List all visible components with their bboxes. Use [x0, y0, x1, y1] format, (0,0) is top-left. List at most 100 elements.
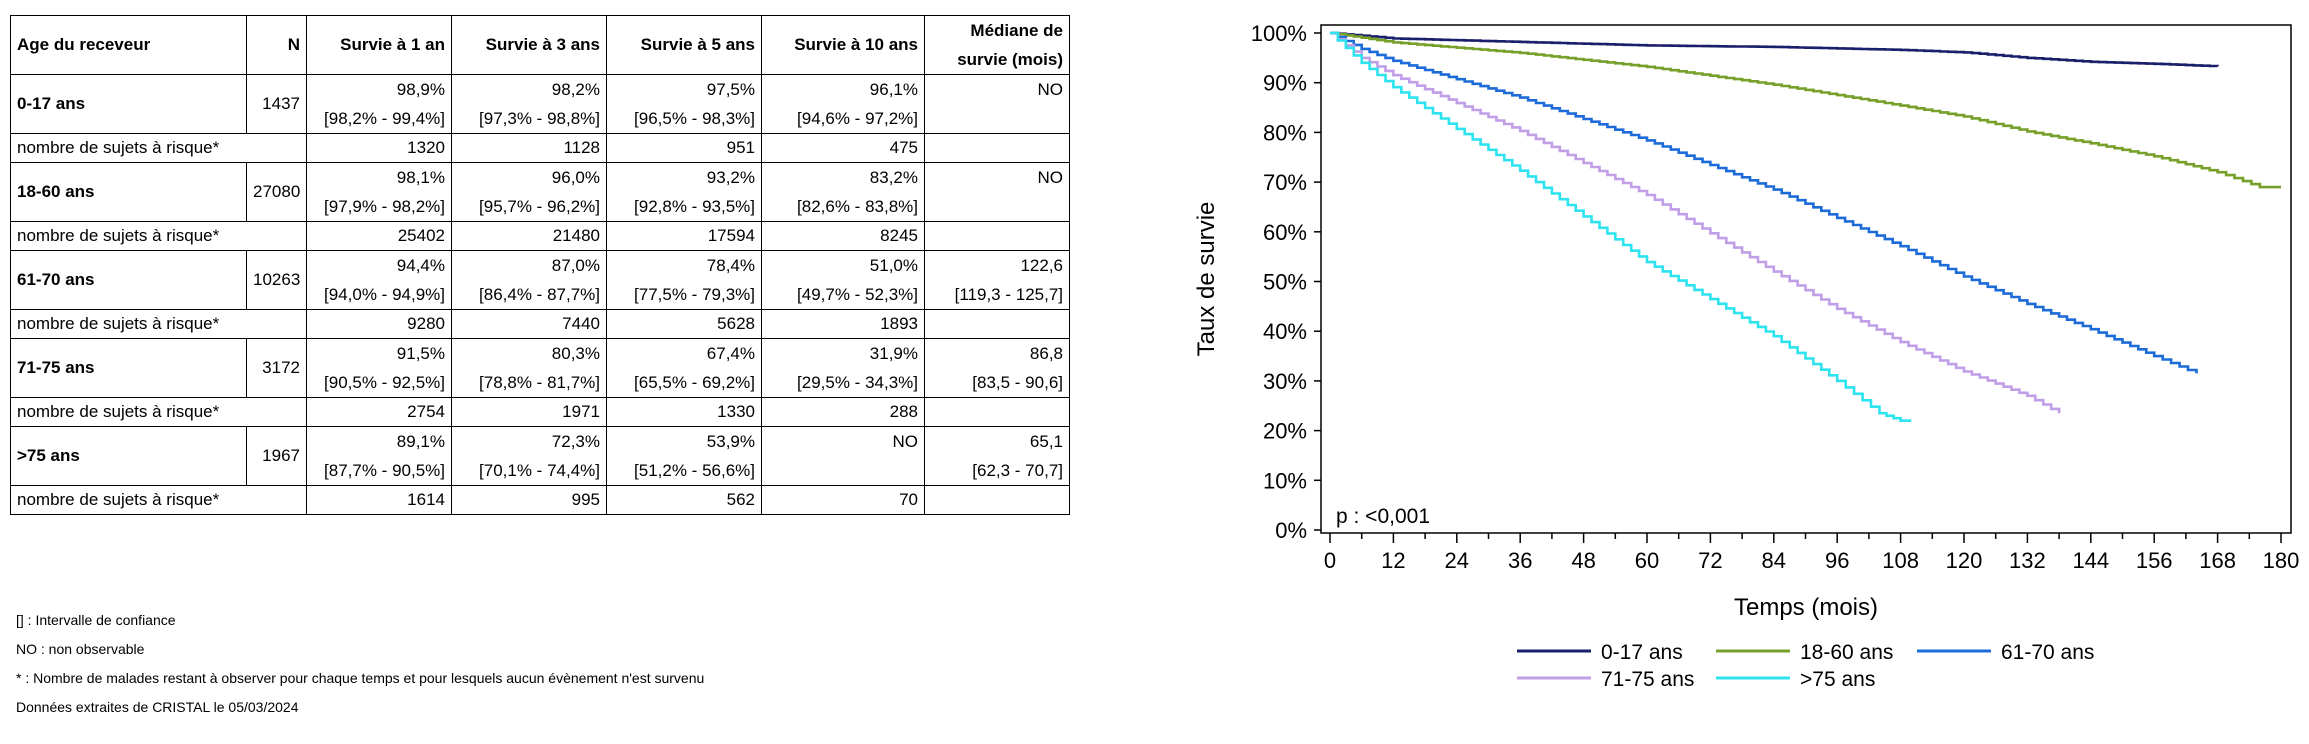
- table-body: 0-17 ans 1437 98,9% [98,2% - 99,4%] 98,2% [97…: [10, 74, 1070, 515]
- footnote-no: NO : non observable: [16, 641, 145, 657]
- confidence-interval: [94,0% - 94,9%]: [324, 285, 445, 304]
- median-interval: [62,3 - 70,7]: [972, 461, 1063, 480]
- series-line-75-ans: [1330, 31, 1912, 422]
- y-tick-label: 50%: [1263, 270, 1307, 295]
- header-survie-3ans: Survie à 3 ans: [451, 15, 607, 75]
- header-n: N: [246, 15, 307, 75]
- survival-value: 51,0%: [869, 256, 918, 275]
- group-n: 10263: [246, 250, 307, 310]
- confidence-interval: [77,5% - 79,3%]: [634, 285, 755, 304]
- confidence-interval: [78,8% - 81,7%]: [479, 373, 600, 392]
- risk-empty-cell: [924, 221, 1070, 251]
- x-tick-label: 48: [1571, 548, 1595, 573]
- risk-count: 1893: [761, 309, 925, 339]
- risk-empty-cell: [924, 397, 1070, 427]
- x-tick-label: 120: [1946, 548, 1983, 573]
- legend-label: >75 ans: [1800, 668, 1875, 691]
- survival-value: 96,1%: [869, 80, 918, 99]
- x-tick-label: 96: [1825, 548, 1849, 573]
- header-mediane: Médiane de survie (mois): [924, 15, 1070, 75]
- x-tick-label: 0: [1324, 548, 1336, 573]
- x-tick-label: 84: [1762, 548, 1786, 573]
- legend-label: 18-60 ans: [1800, 641, 1893, 664]
- median-cell: NO: [924, 74, 1070, 134]
- y-axis: 0% 10% 20% 30% 40% 50% 60% 70% 80% 90% 100%: [1251, 21, 1321, 543]
- survival-value: 98,9%: [396, 80, 445, 99]
- x-axis: 0 12 24 36 48 60 72 84 96 108 120 132 144 156 168 180: [1324, 533, 2299, 573]
- risk-row: nombre de sujets à risque* 25402 21480 1759…: [10, 221, 1070, 251]
- survival-value: 96,0%: [551, 168, 600, 187]
- x-tick-label: 144: [2072, 548, 2109, 573]
- legend-item: 61-70 ans: [1917, 641, 2094, 664]
- legend-label: 71-75 ans: [1601, 668, 1694, 691]
- risk-count: 17594: [606, 221, 762, 251]
- median-interval: [83,5 - 90,6]: [972, 373, 1063, 392]
- survival-cell: 96,1% [94,6% - 97,2%]: [761, 74, 925, 134]
- y-tick-label: 10%: [1263, 468, 1307, 493]
- survival-value: 78,4%: [706, 256, 755, 275]
- confidence-interval: [49,7% - 52,3%]: [797, 285, 918, 304]
- group-n: 1967: [246, 426, 307, 486]
- legend-label: 61-70 ans: [2001, 641, 2094, 664]
- survival-cell: 78,4% [77,5% - 79,3%]: [606, 250, 762, 310]
- survival-cell: 83,2% [82,6% - 83,8%]: [761, 162, 925, 222]
- survival-value: 89,1%: [396, 432, 445, 451]
- risk-empty-cell: [924, 485, 1070, 515]
- survival-cell: 87,0% [86,4% - 87,7%]: [451, 250, 607, 310]
- median-value: NO: [1037, 80, 1064, 99]
- risk-label: nombre de sujets à risque*: [10, 397, 307, 427]
- group-n: 3172: [246, 338, 307, 398]
- risk-count: 1330: [606, 397, 762, 427]
- survival-value: 97,5%: [706, 80, 755, 99]
- y-axis-title: Taux de survie: [1193, 202, 1220, 357]
- header-age: Age du receveur: [10, 15, 247, 75]
- survival-value: 91,5%: [396, 344, 445, 363]
- survival-cell: 72,3% [70,1% - 74,4%]: [451, 426, 607, 486]
- risk-label: nombre de sujets à risque*: [10, 221, 307, 251]
- footnote-risk: * : Nombre de malades restant à observer…: [16, 670, 705, 686]
- survival-cell: 80,3% [78,8% - 81,7%]: [451, 338, 607, 398]
- confidence-interval: [92,8% - 93,5%]: [634, 197, 755, 216]
- y-tick-label: 90%: [1263, 71, 1307, 96]
- x-axis-title: Temps (mois): [1734, 594, 1878, 621]
- table-header-row: Age du receveur N Survie à 1 an Survie à…: [10, 15, 1070, 75]
- risk-count: 1971: [451, 397, 607, 427]
- footnote-ci: [] : Intervalle de confiance: [16, 612, 176, 628]
- age-group-label: 71-75 ans: [10, 338, 247, 398]
- legend-item: >75 ans: [1716, 668, 1875, 691]
- risk-count: 9280: [306, 309, 452, 339]
- y-tick-label: 100%: [1251, 21, 1307, 46]
- risk-label: nombre de sujets à risque*: [10, 133, 307, 163]
- risk-count: 5628: [606, 309, 762, 339]
- p-value-annotation: p : <0,001: [1336, 505, 1430, 528]
- risk-label: nombre de sujets à risque*: [10, 485, 307, 515]
- x-tick-label: 60: [1635, 548, 1659, 573]
- survival-value: 83,2%: [869, 168, 918, 187]
- y-tick-label: 30%: [1263, 369, 1307, 394]
- survival-cell: 98,9% [98,2% - 99,4%]: [306, 74, 452, 134]
- y-tick-label: 20%: [1263, 419, 1307, 444]
- survival-cell: NO: [761, 426, 925, 486]
- table-row: >75 ans 1967 89,1% [87,7% - 90,5%] 72,3% [70,…: [10, 426, 1070, 486]
- legend-label: 0-17 ans: [1601, 641, 1683, 664]
- header-mediane-line1: Médiane de: [970, 21, 1063, 40]
- confidence-interval: [90,5% - 92,5%]: [324, 373, 445, 392]
- confidence-interval: [94,6% - 97,2%]: [797, 109, 918, 128]
- footnotes: [] : Intervalle de confiance NO : non ob…: [16, 610, 704, 726]
- series-line-71-75-ans: [1330, 31, 2061, 414]
- survival-value: 67,4%: [706, 344, 755, 363]
- risk-count: 995: [451, 485, 607, 515]
- x-tick-label: 12: [1381, 548, 1405, 573]
- risk-count: 951: [606, 133, 762, 163]
- survival-value: 94,4%: [396, 256, 445, 275]
- age-group-label: >75 ans: [10, 426, 247, 486]
- survival-cell: 53,9% [51,2% - 56,6%]: [606, 426, 762, 486]
- x-tick-label: 156: [2136, 548, 2173, 573]
- confidence-interval: [95,7% - 96,2%]: [479, 197, 600, 216]
- table-row: 71-75 ans 3172 91,5% [90,5% - 92,5%] 80,3% [7…: [10, 338, 1070, 398]
- survival-value: 72,3%: [551, 432, 600, 451]
- age-group-label: 61-70 ans: [10, 250, 247, 310]
- risk-count: 1614: [306, 485, 452, 515]
- age-group-label: 18-60 ans: [10, 162, 247, 222]
